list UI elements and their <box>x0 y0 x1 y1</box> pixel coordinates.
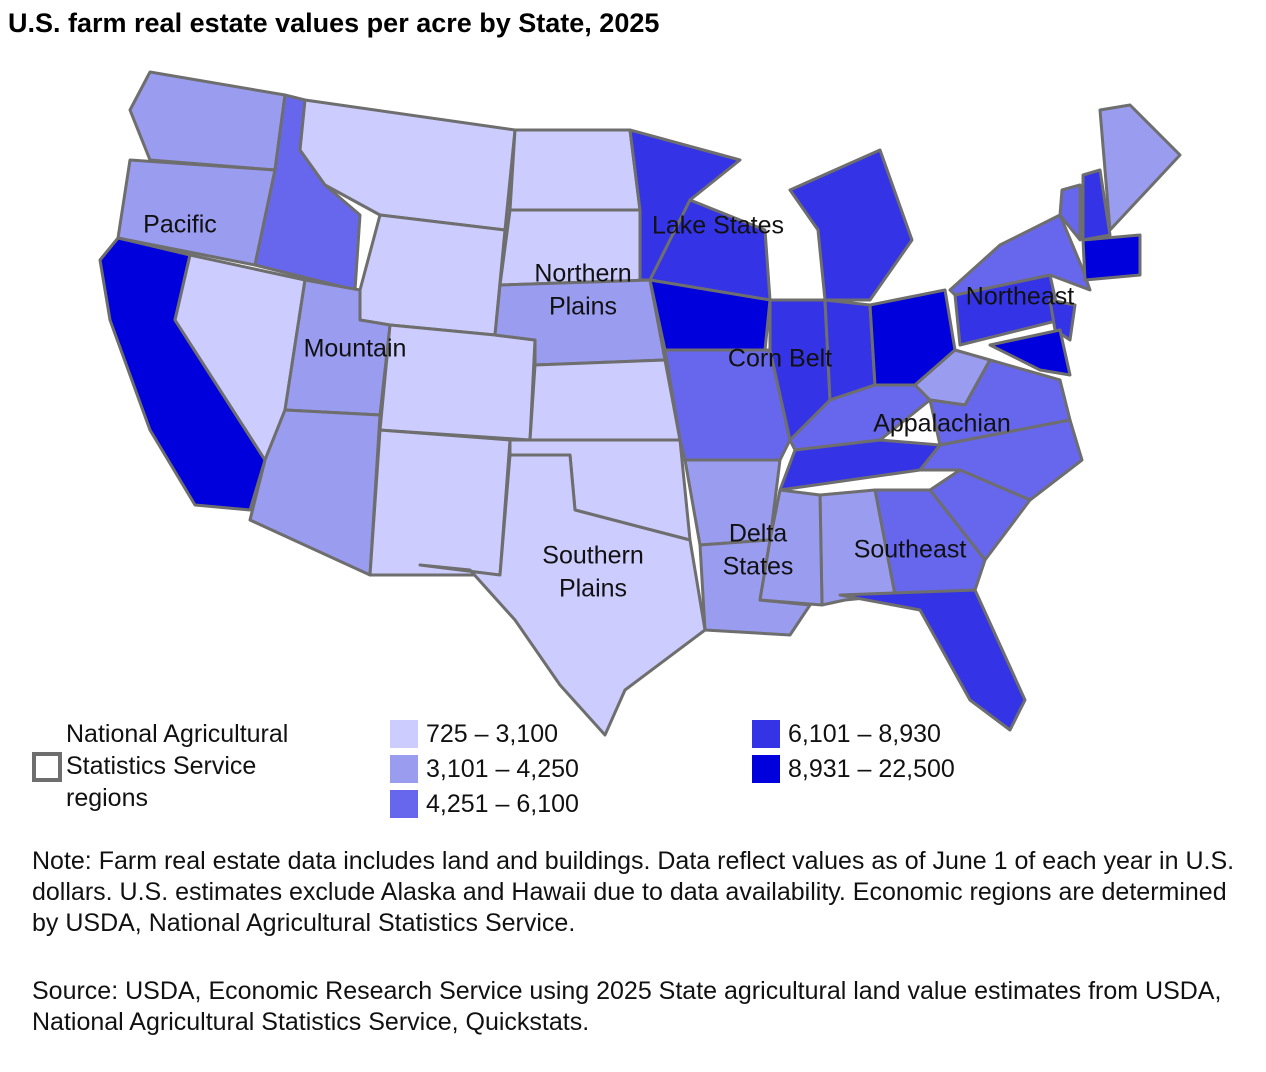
state <box>778 438 942 492</box>
state <box>788 148 914 302</box>
region-label: States <box>723 553 794 581</box>
state <box>1081 168 1112 242</box>
region-label: Southeast <box>854 536 967 564</box>
state <box>528 358 682 442</box>
note: Note: Farm real estate data includes lan… <box>32 847 1235 937</box>
state <box>368 428 512 577</box>
state <box>1081 233 1142 282</box>
region-label: Southern <box>542 542 643 570</box>
legend-label: 6,101 – 8,930 <box>788 720 941 748</box>
state <box>838 588 1027 732</box>
state <box>758 488 824 607</box>
state <box>1058 183 1082 242</box>
region-label: Appalachian <box>873 410 1011 438</box>
region-legend-label: National Agricultural Statistics Service… <box>66 720 289 812</box>
state <box>128 70 287 172</box>
legend-label: 3,101 – 4,250 <box>426 755 579 783</box>
legend-label: 8,931 – 22,500 <box>788 755 955 783</box>
legend-label: 4,251 – 6,100 <box>426 790 579 818</box>
legend-swatch <box>752 755 780 783</box>
legend-swatch <box>390 755 418 783</box>
region-swatch <box>32 752 62 782</box>
state <box>988 328 1072 377</box>
region-label: Plains <box>559 575 627 603</box>
region-label: Pacific <box>143 211 217 239</box>
state <box>418 453 707 737</box>
region-label: Northern <box>534 260 631 288</box>
state <box>823 298 877 402</box>
region-label: Delta <box>729 520 787 548</box>
legend-swatch <box>390 790 418 818</box>
region-label: Northeast <box>966 283 1074 311</box>
region-label: Mountain <box>304 335 407 363</box>
region-label: Lake States <box>652 212 784 240</box>
map: Pacific Mountain Northern Plains Southern Pla… <box>98 70 1182 737</box>
state <box>508 128 642 212</box>
title: U.S. farm real estate values per acre by… <box>8 8 660 38</box>
region-label: Plains <box>549 293 617 321</box>
legend-swatch <box>752 720 780 748</box>
region-label: Corn Belt <box>728 345 832 373</box>
state <box>248 408 382 577</box>
legend-swatch <box>390 720 418 748</box>
state <box>358 213 507 337</box>
state <box>1098 103 1182 232</box>
source: Source: USDA, Economic Research Service … <box>32 977 1222 1036</box>
legend-label: 725 – 3,100 <box>426 720 559 748</box>
